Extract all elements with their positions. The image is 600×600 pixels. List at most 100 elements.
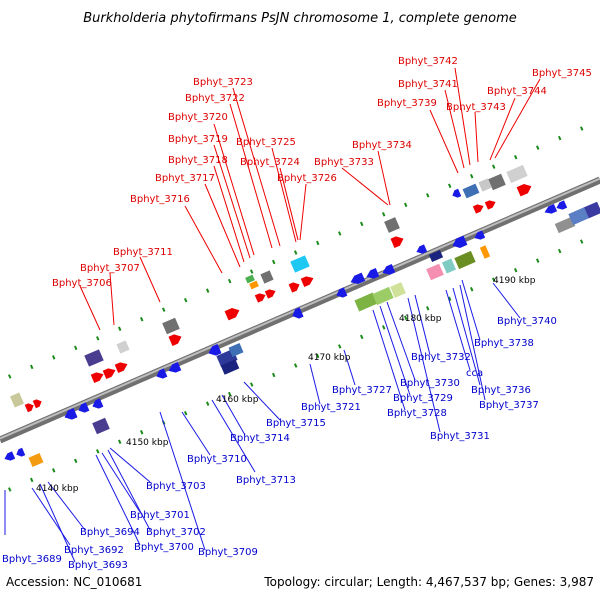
- gene-label[interactable]: Bphyt_3709: [198, 547, 258, 558]
- tick-mark: [338, 344, 342, 349]
- gene-label[interactable]: Bphyt_3715: [266, 418, 326, 429]
- gene-label[interactable]: Bphyt_3743: [446, 102, 506, 113]
- tick-mark: [448, 183, 452, 189]
- gene-label[interactable]: Bphyt_3742: [398, 56, 458, 67]
- tick-mark: [140, 317, 144, 322]
- gene-label[interactable]: Bphyt_3713: [236, 475, 296, 486]
- gene-label[interactable]: Bphyt_3745: [532, 68, 592, 79]
- gene-label[interactable]: Bphyt_3711: [113, 247, 173, 258]
- gene-label[interactable]: Bphyt_3714: [230, 433, 290, 444]
- leader-line: [377, 150, 391, 206]
- forward-gene-arrow: [24, 403, 34, 413]
- reverse-gene-arrow: [156, 368, 168, 379]
- reverse-gene-arrow: [292, 307, 304, 319]
- gene-label[interactable]: Bphyt_3721: [301, 402, 361, 413]
- gene-label[interactable]: Bphyt_3692: [64, 545, 124, 556]
- leader-line: [407, 297, 441, 433]
- leader-line: [204, 183, 241, 268]
- leader-line: [107, 449, 151, 531]
- gene-label[interactable]: Bphyt_3740: [497, 316, 557, 327]
- tick-mark: [360, 334, 364, 340]
- gene-label[interactable]: Bphyt_3729: [393, 393, 453, 404]
- gene-label[interactable]: Bphyt_3736: [471, 385, 531, 396]
- tick-mark: [184, 410, 188, 416]
- forward-gene-arrow: [254, 293, 266, 303]
- tick-mark: [95, 449, 100, 454]
- gene-label[interactable]: Bphyt_3722: [185, 93, 245, 104]
- gene-label[interactable]: Bphyt_3728: [387, 408, 447, 419]
- gene-label[interactable]: Bphyt_3716: [130, 194, 190, 205]
- leader-line: [494, 78, 541, 159]
- tick-mark: [316, 240, 320, 246]
- gene-label[interactable]: Bphyt_3717: [155, 173, 215, 184]
- leader-line: [492, 282, 521, 319]
- tick-mark: [29, 364, 34, 370]
- tick-mark: [162, 307, 166, 312]
- gene-label[interactable]: Bphyt_3702: [146, 527, 206, 538]
- leader-line: [211, 399, 256, 473]
- reverse-gene-arrow: [336, 287, 348, 298]
- gene-box: [478, 178, 492, 192]
- scale-label-4180: 4180 kbp: [399, 314, 442, 324]
- gene-label[interactable]: Bphyt_3733: [314, 157, 374, 168]
- leader-line: [159, 411, 206, 551]
- gene-label[interactable]: Bphyt_3703: [146, 481, 206, 492]
- reverse-gene-arrow: [366, 267, 380, 279]
- gene-label[interactable]: Bphyt_3701: [130, 510, 190, 521]
- gene-label[interactable]: Bphyt_3720: [168, 112, 228, 123]
- leader-line: [452, 287, 481, 386]
- gene-box: [584, 201, 600, 219]
- gene-label[interactable]: Bphyt_3726: [277, 173, 337, 184]
- leader-line: [109, 272, 115, 326]
- gene-label[interactable]: Bphyt_3724: [240, 157, 300, 168]
- gene-label[interactable]: cca: [466, 368, 483, 379]
- gene-label[interactable]: Bphyt_3732: [411, 352, 471, 363]
- gene-label[interactable]: Bphyt_3731: [430, 431, 490, 442]
- gene-box: [390, 282, 406, 298]
- leader-line: [95, 454, 141, 546]
- gene-label[interactable]: Bphyt_3706: [52, 278, 112, 289]
- gene-label[interactable]: Bphyt_3734: [352, 140, 412, 151]
- gene-label[interactable]: Bphyt_3739: [377, 98, 437, 109]
- gene-label[interactable]: Bphyt_3744: [487, 86, 547, 97]
- leader-line: [109, 447, 151, 483]
- gene-label[interactable]: Bphyt_3741: [398, 79, 458, 90]
- reverse-gene-arrow: [474, 230, 486, 240]
- accession-text: Accession: NC_010681: [6, 575, 142, 589]
- scale-label-4160: 4160 kbp: [216, 395, 259, 405]
- gene-label[interactable]: Bphyt_3725: [236, 137, 296, 148]
- tick-mark: [250, 269, 254, 274]
- tick-mark: [557, 248, 562, 254]
- gene-label[interactable]: Bphyt_3719: [168, 134, 228, 145]
- tick-mark: [8, 374, 12, 379]
- gene-label[interactable]: Bphyt_3700: [134, 542, 194, 553]
- leader-line: [184, 205, 223, 274]
- gene-label[interactable]: Bphyt_3730: [400, 378, 460, 389]
- gene-label[interactable]: Bphyt_3738: [474, 338, 534, 349]
- scale-label-4170: 4170 kbp: [308, 353, 351, 363]
- gene-label[interactable]: Bphyt_3737: [479, 400, 539, 411]
- tick-mark: [184, 297, 188, 303]
- leader-line: [181, 411, 211, 456]
- gene-label[interactable]: Bphyt_3710: [187, 454, 247, 465]
- leader-line: [221, 394, 246, 436]
- tick-mark: [426, 306, 430, 311]
- leader-line: [101, 452, 141, 513]
- leader-line: [429, 109, 459, 174]
- gene-label[interactable]: Bphyt_3723: [193, 77, 253, 88]
- gene-box: [372, 286, 394, 306]
- reverse-gene-arrow: [350, 272, 366, 285]
- gene-label[interactable]: Bphyt_3689: [2, 554, 62, 565]
- gene-box: [426, 263, 444, 281]
- tick-mark: [382, 212, 386, 217]
- gene-label[interactable]: Bphyt_3693: [68, 560, 128, 571]
- leader-line: [474, 111, 479, 163]
- gene-label[interactable]: Bphyt_3694: [80, 527, 140, 538]
- scale-label-4190: 4190 kbp: [493, 276, 536, 286]
- gene-label[interactable]: Bphyt_3727: [332, 385, 392, 396]
- gene-label[interactable]: Bphyt_3718: [168, 155, 228, 166]
- gene-label[interactable]: Bphyt_3707: [80, 263, 140, 274]
- leader-line: [229, 103, 273, 249]
- gene-box: [260, 270, 274, 284]
